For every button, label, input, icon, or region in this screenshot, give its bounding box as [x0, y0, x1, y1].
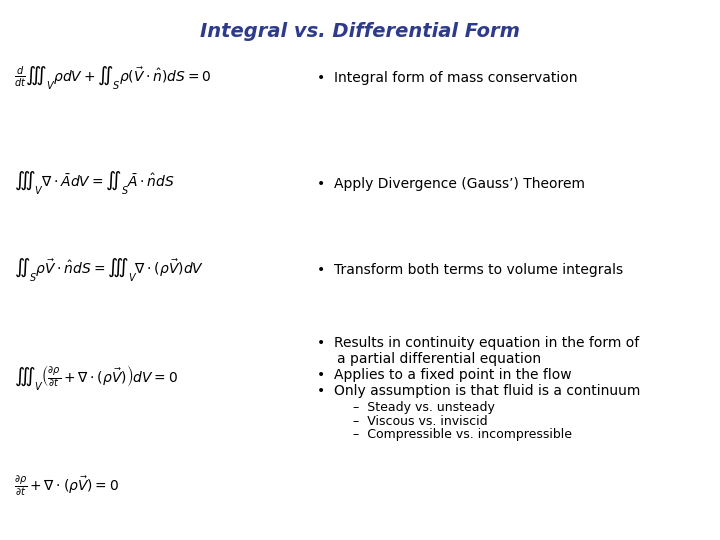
Text: •  Transform both terms to volume integrals: • Transform both terms to volume integra… [317, 263, 623, 277]
Text: $\frac{d}{dt}\iiint_V \rho dV + \iint_S \rho(\vec{V} \cdot \hat{n})dS = 0$: $\frac{d}{dt}\iiint_V \rho dV + \iint_S … [14, 65, 212, 92]
Text: •  Apply Divergence (Gauss’) Theorem: • Apply Divergence (Gauss’) Theorem [317, 177, 585, 191]
Text: $\iiint_V \left(\frac{\partial \rho}{\partial t} + \nabla \cdot (\rho\vec{V})\ri: $\iiint_V \left(\frac{\partial \rho}{\pa… [14, 363, 179, 393]
Text: $\iint_S \rho\vec{V} \cdot \hat{n}dS = \iiint_V \nabla \cdot (\rho\vec{V})dV$: $\iint_S \rho\vec{V} \cdot \hat{n}dS = \… [14, 256, 204, 284]
Text: •  Integral form of mass conservation: • Integral form of mass conservation [317, 71, 577, 85]
Text: –  Viscous vs. inviscid: – Viscous vs. inviscid [353, 415, 487, 428]
Text: –  Compressible vs. incompressible: – Compressible vs. incompressible [353, 428, 572, 441]
Text: •  Applies to a fixed point in the flow: • Applies to a fixed point in the flow [317, 368, 572, 382]
Text: $\iiint_V \nabla \cdot \bar{A}dV = \iint_S \bar{A} \cdot \hat{n}dS$: $\iiint_V \nabla \cdot \bar{A}dV = \iint… [14, 170, 175, 197]
Text: $\frac{\partial \rho}{\partial t} + \nabla \cdot (\rho\vec{V}) = 0$: $\frac{\partial \rho}{\partial t} + \nab… [14, 474, 120, 498]
Text: Integral vs. Differential Form: Integral vs. Differential Form [200, 22, 520, 40]
Text: –  Steady vs. unsteady: – Steady vs. unsteady [353, 401, 495, 414]
Text: •  Only assumption is that fluid is a continuum: • Only assumption is that fluid is a con… [317, 384, 640, 399]
Text: a partial differential equation: a partial differential equation [337, 352, 541, 366]
Text: •  Results in continuity equation in the form of: • Results in continuity equation in the … [317, 336, 639, 350]
